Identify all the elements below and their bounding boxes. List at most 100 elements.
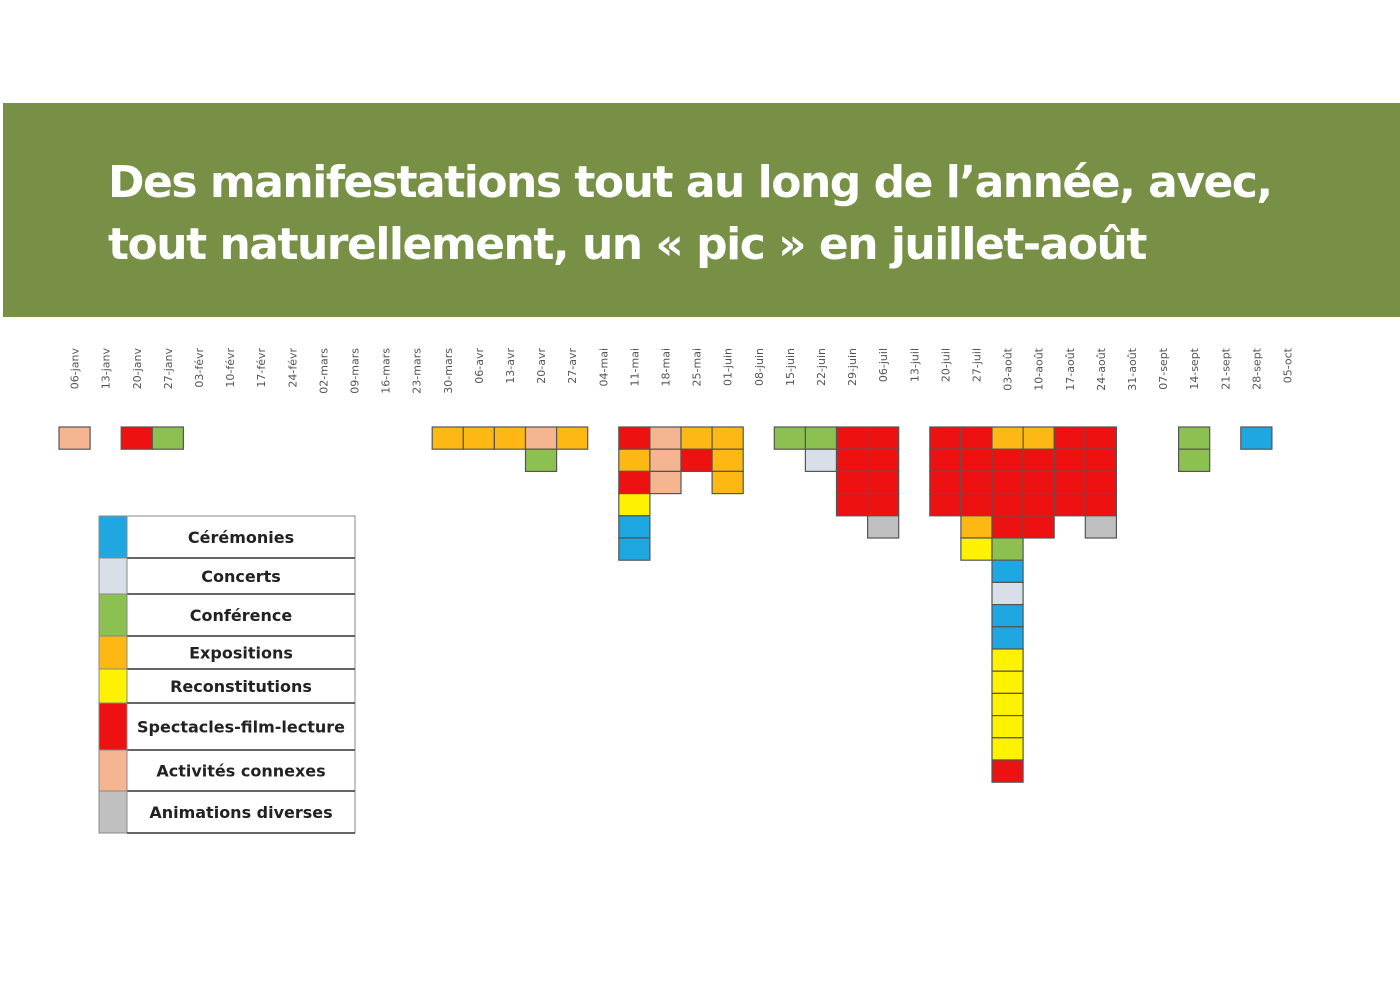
event-cell: [1053, 426, 1086, 450]
event-cell: [960, 470, 993, 495]
event-cell: [524, 426, 558, 450]
event-cell: [960, 537, 993, 561]
event-cell: [1177, 426, 1211, 450]
event-cell: [960, 448, 993, 473]
legend-label: Reconstitutions: [170, 677, 312, 696]
event-cell: [711, 470, 744, 495]
page-title: Des manifestations tout au long de l’ann…: [108, 157, 1273, 270]
event-cell: [960, 515, 993, 539]
event-cell: [773, 426, 806, 450]
legend: Cérémonies Concerts Conférence Expositions R…: [98, 515, 356, 834]
event-cell: [991, 426, 1024, 450]
legend-frame: [98, 515, 356, 834]
week-tick-label: 27-janv: [162, 348, 175, 390]
event-cell: [991, 603, 1024, 628]
legend-label: Conférence: [190, 606, 293, 625]
event-cell: [1240, 426, 1273, 450]
event-cell: [991, 648, 1024, 672]
legend-swatch: [98, 515, 128, 559]
event-cell: [1084, 515, 1118, 539]
event-cell: [835, 493, 869, 517]
event-cell: [680, 426, 713, 450]
event-cell: [58, 426, 91, 450]
legend-swatch: [98, 557, 128, 595]
week-tick-label: 11-mai: [628, 348, 641, 386]
week-tick-label: 25-mai: [691, 348, 704, 386]
week-tick-label: 01-juin: [722, 348, 735, 386]
event-cell: [1053, 493, 1086, 517]
event-cell: [1022, 470, 1055, 495]
legend-swatch: [98, 668, 128, 704]
event-cell: [929, 426, 962, 450]
event-cell: [1053, 470, 1086, 495]
week-tick-label: 22-juin: [815, 348, 828, 386]
event-cell: [866, 515, 900, 539]
week-tick-label: 05-oct: [1281, 347, 1294, 383]
event-cell: [991, 737, 1024, 761]
legend-swatch: [98, 749, 128, 792]
week-tick-label: 13-juil: [908, 348, 921, 382]
event-cell: [1022, 448, 1055, 473]
event-cell: [866, 448, 900, 473]
event-cell: [1177, 448, 1211, 473]
week-tick-label: 24-août: [1095, 347, 1108, 390]
event-cell: [120, 426, 153, 450]
event-cell: [1084, 426, 1118, 450]
week-tick-label: 14-sept: [1188, 347, 1201, 389]
week-tick-label: 30-mars: [442, 348, 455, 394]
event-cell: [804, 426, 838, 450]
event-cell: [991, 515, 1024, 539]
week-tick-label: 16-mars: [380, 348, 393, 394]
week-tick-label: 27-avr: [566, 348, 579, 384]
week-tick-label: 13-avr: [504, 348, 517, 384]
event-cell: [835, 470, 869, 495]
event-cell: [991, 537, 1024, 561]
week-tick-label: 20-juil: [939, 348, 952, 382]
event-cell: [618, 515, 651, 539]
event-cell: [711, 448, 744, 473]
event-cell: [649, 470, 682, 495]
week-tick-label: 20-janv: [131, 348, 144, 390]
event-cell: [866, 426, 900, 450]
legend-label: Concerts: [201, 567, 281, 586]
week-tick-label: 02-mars: [317, 348, 330, 394]
week-tick-label: 06-juil: [877, 348, 890, 382]
event-cell: [649, 448, 682, 473]
legend-swatch: [98, 593, 128, 637]
event-cell: [991, 692, 1024, 717]
week-tick-label: 29-juin: [846, 348, 859, 386]
event-cell: [929, 448, 962, 473]
event-cell: [524, 448, 558, 473]
event-cell: [866, 493, 900, 517]
event-cell: [991, 626, 1024, 650]
week-tick-label: 23-mars: [411, 348, 424, 394]
event-cell: [1022, 426, 1055, 450]
event-cell: [680, 448, 713, 473]
week-tick-label: 28-sept: [1250, 347, 1263, 389]
event-cell: [1084, 470, 1118, 495]
event-cell: [618, 426, 651, 450]
week-tick-label: 10-févr: [224, 348, 237, 388]
event-cell: [1084, 493, 1118, 517]
week-tick-label: 24-févr: [286, 348, 299, 388]
week-tick-label: 17-févr: [255, 348, 268, 388]
week-tick-label: 15-juin: [784, 348, 797, 386]
week-tick-label: 31-août: [1126, 347, 1139, 390]
legend-swatch: [98, 702, 128, 751]
legend-label: Activités connexes: [156, 762, 325, 781]
event-cell: [493, 426, 527, 450]
week-tick-label: 06-avr: [473, 348, 486, 384]
week-tick-label: 06-janv: [69, 348, 82, 390]
event-cell: [462, 426, 495, 450]
legend-label: Spectacles-film-lecture: [137, 718, 345, 737]
event-cell: [804, 448, 838, 473]
week-tick-label: 03-août: [1002, 347, 1015, 390]
week-tick-label: 27-juil: [970, 348, 983, 382]
event-cell: [929, 493, 962, 517]
event-cell: [835, 448, 869, 473]
event-cell: [991, 493, 1024, 517]
legend-label: Expositions: [189, 644, 293, 663]
event-cell: [991, 759, 1024, 783]
event-cell: [929, 470, 962, 495]
